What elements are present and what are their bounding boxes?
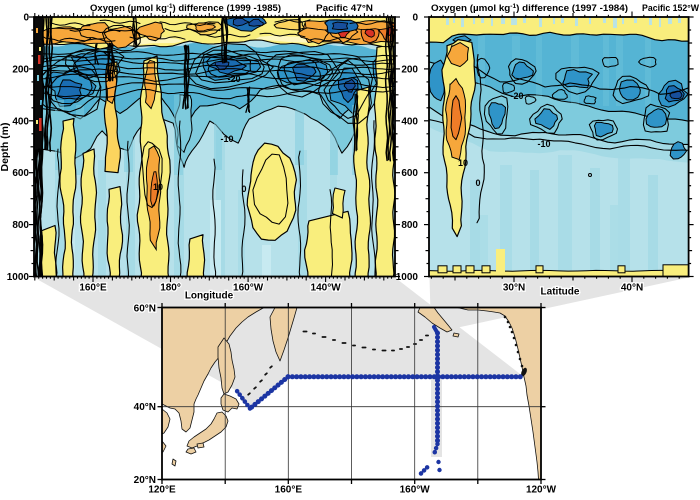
- svg-text:0: 0: [412, 13, 418, 24]
- svg-text:0: 0: [23, 13, 29, 24]
- svg-text:Pacific 152°W: Pacific 152°W: [642, 3, 699, 13]
- svg-text:40°N: 40°N: [621, 283, 643, 294]
- svg-text:120°E: 120°E: [148, 485, 176, 496]
- svg-text:160°W: 160°W: [233, 283, 264, 294]
- svg-text:Oxygen (µmol kg-1) difference: Oxygen (µmol kg -1) difference (1999 -198…: [90, 3, 281, 13]
- svg-text:400: 400: [12, 116, 29, 127]
- svg-text:-10: -10: [537, 139, 550, 149]
- svg-text:600: 600: [12, 168, 29, 179]
- svg-text:-20: -20: [227, 74, 240, 84]
- svg-text:1000: 1000: [396, 272, 419, 283]
- svg-text:10: 10: [153, 182, 163, 192]
- svg-text:600: 600: [401, 168, 418, 179]
- svg-text:Latitude: Latitude: [541, 287, 580, 298]
- svg-text:-10: -10: [220, 134, 233, 144]
- svg-text:400: 400: [401, 116, 418, 127]
- svg-text:0: 0: [475, 178, 480, 188]
- svg-text:Oxygen (µmol kg-1) difference: Oxygen (µmol kg -1) difference (1997 -198…: [431, 3, 628, 13]
- svg-text:20°N: 20°N: [134, 475, 156, 486]
- svg-text:200: 200: [12, 64, 29, 75]
- svg-text:Longitude: Longitude: [185, 291, 234, 302]
- svg-text:140°W: 140°W: [311, 283, 342, 294]
- svg-text:Depth (m): Depth (m): [0, 123, 11, 172]
- svg-text:40°N: 40°N: [134, 402, 156, 413]
- svg-text:1000: 1000: [7, 272, 30, 283]
- svg-text:180°: 180°: [160, 283, 181, 294]
- svg-text:Pacific 47°N: Pacific 47°N: [316, 3, 373, 13]
- svg-text:200: 200: [401, 64, 418, 75]
- svg-text:0: 0: [241, 184, 246, 194]
- svg-text:-20: -20: [510, 91, 523, 101]
- svg-text:160°W: 160°W: [400, 485, 431, 496]
- svg-text:800: 800: [12, 220, 29, 231]
- svg-text:60°N: 60°N: [134, 304, 156, 315]
- svg-text:120°W: 120°W: [526, 485, 557, 496]
- svg-text:30°N: 30°N: [503, 283, 525, 294]
- svg-text:160°E: 160°E: [79, 283, 107, 294]
- svg-text:10: 10: [458, 158, 468, 168]
- svg-text:800: 800: [401, 220, 418, 231]
- svg-text:160°E: 160°E: [275, 485, 303, 496]
